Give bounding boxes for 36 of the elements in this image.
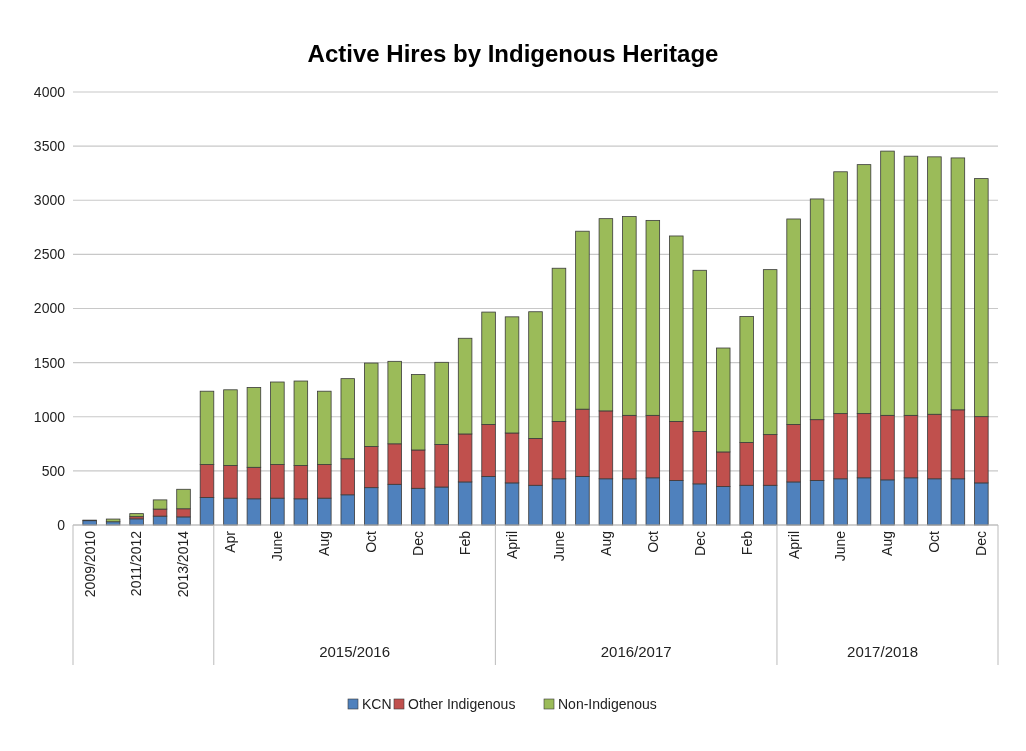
legend-label: Non-Indigenous xyxy=(558,695,657,712)
x-tick-label: Oct xyxy=(644,530,661,553)
x-tick-label: Feb xyxy=(457,530,473,556)
x-tick-label: Aug xyxy=(597,531,614,556)
x-tick-label: Oct xyxy=(926,530,943,553)
y-tick-label: 3000 xyxy=(33,192,66,209)
y-tick-label: 1500 xyxy=(33,354,66,371)
x-tick-label: June xyxy=(550,530,567,562)
x-tick-label: June xyxy=(269,530,286,562)
x-tick-label: Dec xyxy=(410,531,427,556)
x-tick-label: Feb xyxy=(738,530,755,556)
text: 2016/2017 xyxy=(600,643,672,660)
x-tick-label: April xyxy=(503,531,520,560)
x-tick-label: 2011/2012 xyxy=(128,530,145,597)
text: 2017/2018 xyxy=(847,643,918,660)
legend-label: Other Indigenous xyxy=(408,695,516,712)
text: 2015/2016 xyxy=(319,643,391,660)
y-tick-label: 2000 xyxy=(33,300,66,317)
x-tick-label: 2009/2010 xyxy=(81,530,98,598)
y-tick-label: 0 xyxy=(57,516,66,533)
x-tick-label: Aug xyxy=(879,531,896,556)
x-tick-label: 2013/2014 xyxy=(175,530,192,598)
y-tick-label: 2500 xyxy=(33,246,66,263)
x-tick-label: Apr xyxy=(222,530,239,553)
legend-label: KCN xyxy=(362,695,392,712)
x-tick-label: Dec xyxy=(973,531,990,556)
y-tick-label: 4000 xyxy=(33,83,66,100)
x-tick-label: April xyxy=(785,531,802,560)
x-tick-label: Oct xyxy=(363,530,380,553)
chart-title: Active Hires by Indigenous Heritage xyxy=(307,40,719,67)
x-tick-label: Aug xyxy=(316,531,333,556)
y-tick-label: 500 xyxy=(41,462,66,479)
x-tick-label: June xyxy=(832,530,849,562)
x-tick-label: Dec xyxy=(691,531,708,556)
y-tick-label: 3500 xyxy=(33,138,66,155)
y-tick-label: 1000 xyxy=(33,408,66,425)
